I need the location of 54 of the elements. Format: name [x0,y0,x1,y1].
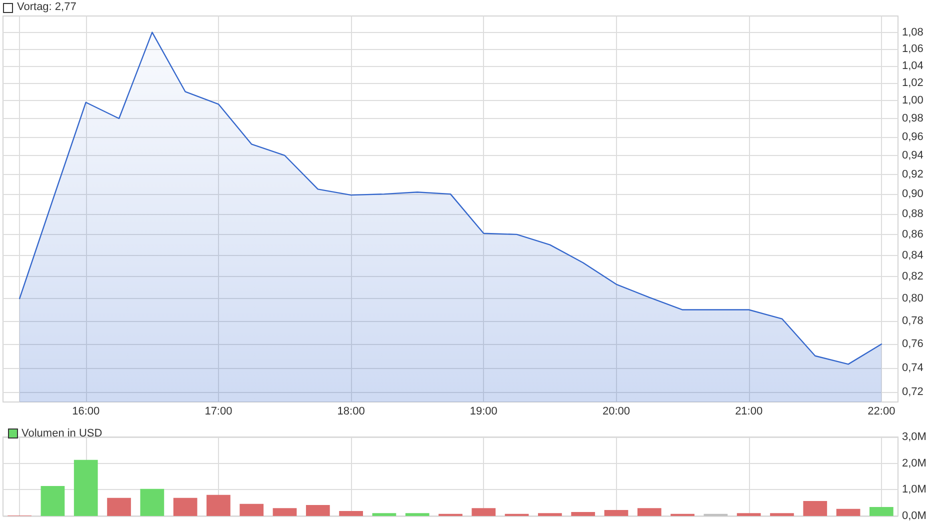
x-tick-label: 19:00 [470,406,498,418]
y-tick-label: 3,0M [902,431,926,443]
x-tick-label: 18:00 [337,406,365,418]
bar [538,513,562,516]
x-tick-label: 22:00 [868,406,896,418]
y-tick-label: 0,98 [902,112,924,125]
bar [803,500,828,516]
bar [40,486,65,516]
y-tick-label: 1,02 [902,77,924,90]
y-tick-label: 0,84 [902,249,924,262]
y-tick-label: 0,92 [902,168,924,181]
x-tick-label: 16:00 [72,406,100,418]
y-tick-label: 0,88 [902,208,924,220]
bar [272,508,297,516]
bar [372,513,396,516]
bar [405,513,430,516]
y-tick-label: 0,0M [902,510,926,522]
bar [74,460,98,516]
y-tick-label: 1,08 [902,26,924,38]
text: Vortag: 2,77 [17,1,76,14]
bar [770,513,794,516]
bar [604,510,628,516]
y-tick-label: 0,90 [902,188,924,200]
y-tick-label: 0,72 [902,386,924,398]
y-tick-label: 0,78 [902,315,924,328]
y-tick-label: 0,86 [902,228,924,240]
bar [571,512,596,516]
bar [836,508,860,516]
bar [736,513,761,516]
y-tick-label: 0,96 [902,130,924,143]
bar [869,507,894,516]
y-tick-label: 2,0M [902,457,926,470]
x-tick-label: 17:00 [204,406,232,418]
y-tick-label: 0,74 [902,362,924,374]
bar [637,508,662,516]
bar [306,504,330,516]
y-tick-label: 0,76 [902,338,924,350]
bar [240,504,264,516]
bar [472,508,496,516]
bar [107,498,131,516]
x-tick-label: 20:00 [602,406,630,418]
y-tick-label: 1,06 [902,42,924,55]
y-tick-label: 0,94 [902,149,924,162]
legend-label: Volumen in USD [22,428,102,440]
bar [140,488,164,516]
y-tick-label: 0,82 [902,270,924,283]
x-tick-label: 21:00 [735,406,763,418]
y-tick-label: 1,04 [902,60,924,72]
bar [173,498,198,516]
bar [339,510,363,516]
y-tick-label: 0,80 [902,292,924,305]
bar [206,494,230,516]
y-tick-label: 1,00 [902,94,924,107]
y-tick-label: 1,0M [902,484,926,496]
